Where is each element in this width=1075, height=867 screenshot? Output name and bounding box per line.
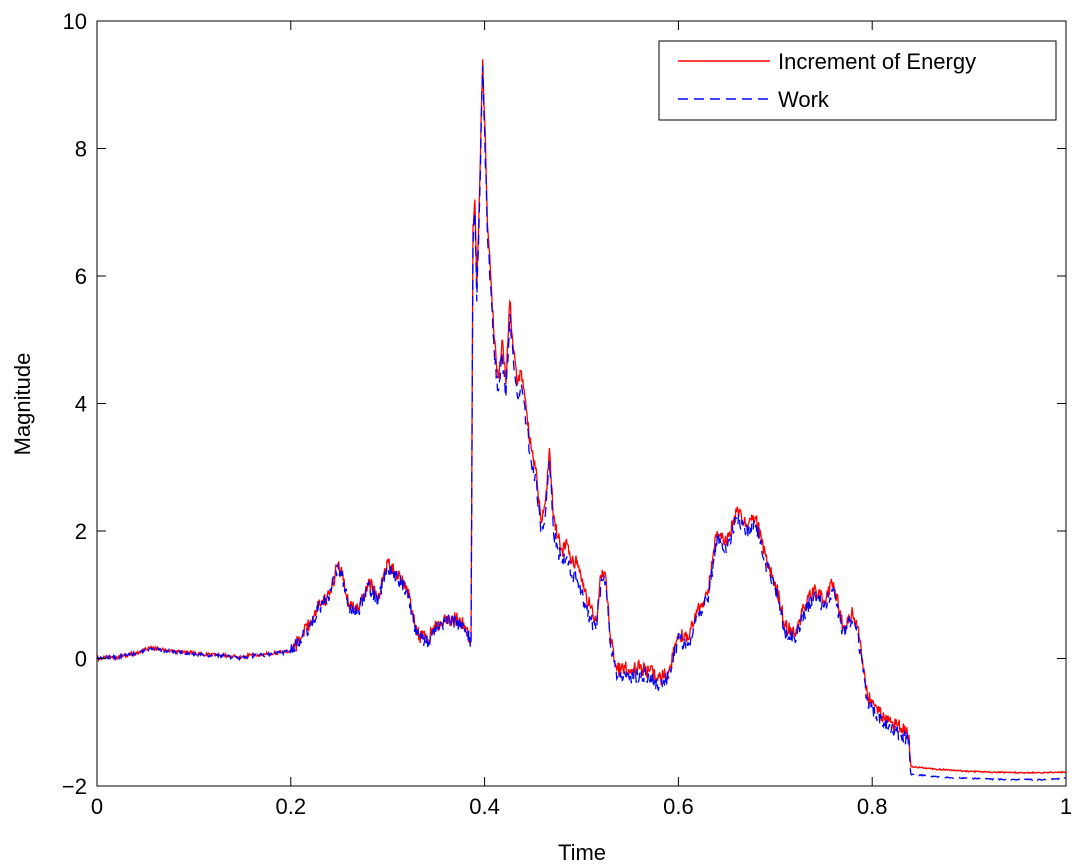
x-tick-label: 0 <box>91 794 103 819</box>
y-tick-label: 8 <box>75 137 87 162</box>
legend-label-increment-of-energy: Increment of Energy <box>778 49 976 74</box>
x-tick-label: 0.4 <box>469 794 500 819</box>
y-tick-label: 6 <box>75 264 87 289</box>
x-tick-label: 0.6 <box>663 794 694 819</box>
plot-background <box>97 21 1066 786</box>
legend-label-work: Work <box>778 87 830 112</box>
y-tick-label: −2 <box>62 774 87 799</box>
y-tick-label: 10 <box>63 9 87 34</box>
x-tick-label: 1 <box>1060 794 1072 819</box>
y-tick-label: 2 <box>75 519 87 544</box>
series-layer <box>96 59 1067 782</box>
plot-area <box>97 21 1066 786</box>
x-tick-label: 0.2 <box>276 794 307 819</box>
x-tick-label: 0.8 <box>857 794 888 819</box>
y-tick-label: 0 <box>75 647 87 672</box>
legend-box <box>658 40 1057 121</box>
legend: Increment of Energy Work <box>658 40 1057 121</box>
series-line-work <box>96 65 1067 782</box>
y-axis-label: Magnitude <box>10 353 35 456</box>
x-axis-label: Time <box>558 840 606 865</box>
y-tick-label: 4 <box>75 392 87 417</box>
